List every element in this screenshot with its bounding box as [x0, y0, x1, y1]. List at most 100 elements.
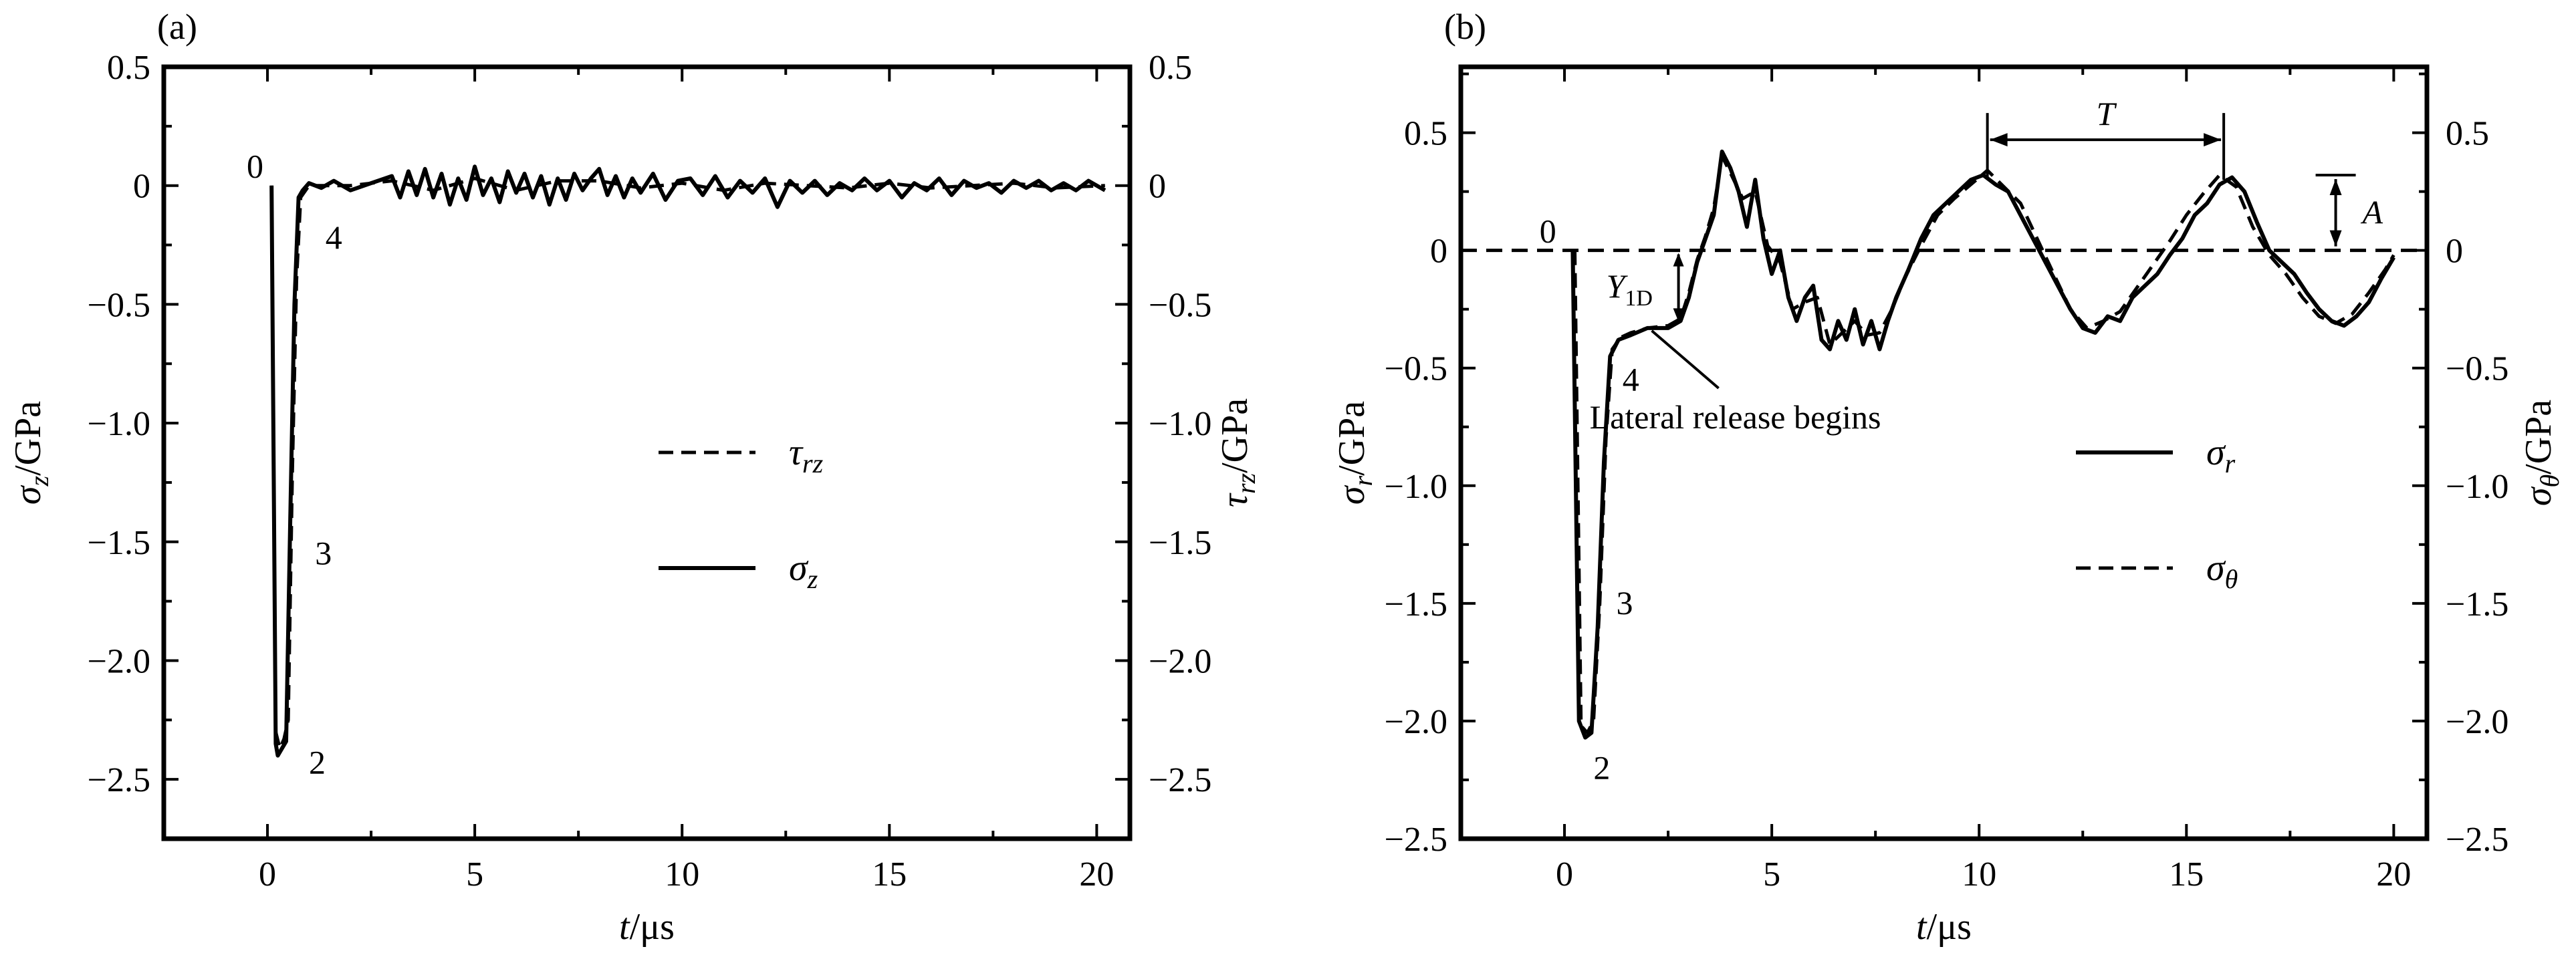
series-line-dashed — [269, 176, 1105, 751]
legend-subscript: z — [807, 564, 818, 594]
point-label: 4 — [326, 219, 342, 256]
y-axis-label-right-unit: /GPa — [2518, 400, 2559, 474]
y-tick-label-left: −1.5 — [88, 524, 150, 562]
legend-subscript: rz — [802, 448, 824, 479]
panel-b: (b)0 5 10 15 200.5 0.50 0−0.5 −0.5−1.0 −1.0−1.5−… — [1331, 7, 2565, 948]
y-axis-label-left-subscript: z — [24, 475, 54, 487]
series-line-dashed — [1573, 154, 2395, 734]
legend-symbol: σ — [789, 547, 809, 589]
y-axis-label-left-unit: /GPa — [7, 401, 49, 476]
y-tick-label-left: −1.0 — [88, 405, 150, 443]
y-tick-label-left: 0.5 — [107, 49, 150, 87]
panel-label: (b) — [1444, 7, 1486, 47]
yield-label: Y1D — [1607, 267, 1653, 311]
y-axis-label-right-subscript: θ — [2535, 474, 2565, 488]
y-tick-label-left: 0.5 — [1404, 115, 1447, 153]
y-tick-label-right: −2.5 — [1149, 761, 1211, 799]
y-tick-label-right: −2.5 — [2446, 821, 2508, 859]
yield-subscript: 1D — [1625, 286, 1653, 311]
y-tick-label-right: 0.5 — [2446, 115, 2489, 153]
y-tick-label-left: −2.0 — [88, 642, 150, 680]
release-label: Lateral release begins — [1590, 398, 1881, 436]
y-axis-label-left-symbol: σ — [1331, 485, 1373, 505]
y-tick-label-right: −1.0 — [2446, 468, 2508, 506]
point-label: 4 — [1623, 360, 1639, 398]
y-tick-label-left: −2.5 — [1385, 821, 1447, 859]
y-axis-label-left-subscript: r — [1348, 475, 1378, 486]
y-tick-label-left: 0 — [1430, 233, 1447, 271]
point-label: 3 — [315, 535, 332, 572]
y-tick-label-right: −1.5 — [1149, 524, 1211, 562]
y-axis-label-left-unit: /GPa — [1331, 401, 1373, 476]
yield-arrow-head-top — [1673, 253, 1684, 267]
y-tick-label-left: −2.5 — [88, 761, 150, 799]
plot-frame — [1458, 64, 2430, 841]
x-tick-label: 20 — [1079, 855, 1114, 894]
legend-symbol: τ — [789, 432, 804, 473]
y-tick-label-right: −1.5 — [2446, 585, 2508, 624]
y-axis-label-left-symbol: σ — [7, 485, 49, 505]
legend-entry: τrz — [789, 432, 824, 479]
period-arrow-head-right — [2204, 133, 2222, 147]
legend-subscript: r — [2225, 448, 2236, 479]
x-tick-label: 5 — [466, 855, 483, 894]
y-tick-label-right: 0.5 — [1149, 49, 1192, 87]
y-tick-label-right: −2.0 — [2446, 703, 2508, 741]
legend-subscript: θ — [2225, 564, 2238, 594]
plot-frame — [161, 64, 1133, 841]
point-label: 2 — [309, 743, 326, 781]
x-tick-label: 0 — [259, 855, 276, 894]
y-tick-label-right: 0 — [1149, 168, 1166, 206]
y-tick-label-left: −2.0 — [1385, 703, 1447, 741]
period-arrow-head-left — [1990, 133, 2008, 147]
series-line-solid — [1570, 149, 2395, 740]
period-label: T — [2096, 95, 2117, 132]
amplitude-arrow-head-bottom — [2329, 230, 2342, 247]
x-axis-unit: /μs — [630, 906, 675, 948]
y-tick-label-left: −1.5 — [1385, 585, 1447, 624]
legend-entry: σz — [789, 547, 818, 594]
amplitude-label: A — [2361, 193, 2383, 231]
legend-symbol: σ — [2206, 547, 2226, 589]
point-label: 2 — [1593, 748, 1610, 786]
y-axis-label-right-symbol: τ — [1214, 493, 1256, 507]
x-tick-label: 15 — [2169, 855, 2204, 894]
x-tick-label: 5 — [1763, 855, 1780, 894]
point-label: 3 — [1616, 584, 1633, 622]
x-tick-label: 15 — [872, 855, 907, 894]
y-tick-label-left: 0 — [133, 168, 150, 206]
y-axis-label-right-subscript: rz — [1231, 472, 1261, 494]
legend-entry: σr — [2206, 432, 2236, 479]
y-axis-label-right: σθ/GPa — [2518, 400, 2565, 506]
x-tick-label: 10 — [665, 855, 699, 894]
y-tick-label-left: −0.5 — [88, 286, 150, 324]
x-axis-label: t/μs — [1916, 906, 1972, 948]
x-tick-label: 10 — [1962, 855, 1996, 894]
y-tick-label-left: −0.5 — [1385, 350, 1447, 388]
y-axis-label-left: σr/GPa — [1331, 401, 1378, 505]
panel-a: (a)0 5 10 15 200.5 0.50 0−0.5 −0.5−1.0 −1.0−1.5−… — [7, 7, 1261, 948]
x-axis-var: t — [1916, 906, 1927, 948]
x-tick-label: 20 — [2376, 855, 2411, 894]
panel-label: (a) — [157, 7, 197, 47]
y-axis-label-right-symbol: σ — [2518, 486, 2559, 506]
amplitude-arrow-head-top — [2329, 178, 2342, 195]
y-axis-label-right-unit: /GPa — [1214, 398, 1256, 473]
yield-arrow-head-bottom — [1673, 308, 1684, 322]
y-axis-label-right: τrz/GPa — [1214, 398, 1261, 507]
point-label: 0 — [247, 147, 263, 184]
y-tick-label-left: −1.0 — [1385, 468, 1447, 506]
x-axis-var: t — [619, 906, 630, 948]
y-tick-label-right: 0 — [2446, 233, 2463, 271]
x-tick-label: 0 — [1556, 855, 1573, 894]
x-axis-unit: /μs — [1927, 906, 1972, 948]
y-axis-label-left: σz/GPa — [7, 401, 54, 505]
point-label: 0 — [1540, 212, 1556, 249]
y-tick-label-right: −1.0 — [1149, 405, 1211, 443]
yield-symbol: Y — [1607, 267, 1629, 305]
y-tick-label-right: −0.5 — [1149, 286, 1211, 324]
release-leader-line — [1651, 329, 1720, 390]
legend-entry: σθ — [2206, 547, 2238, 594]
y-tick-label-right: −2.0 — [1149, 642, 1211, 680]
